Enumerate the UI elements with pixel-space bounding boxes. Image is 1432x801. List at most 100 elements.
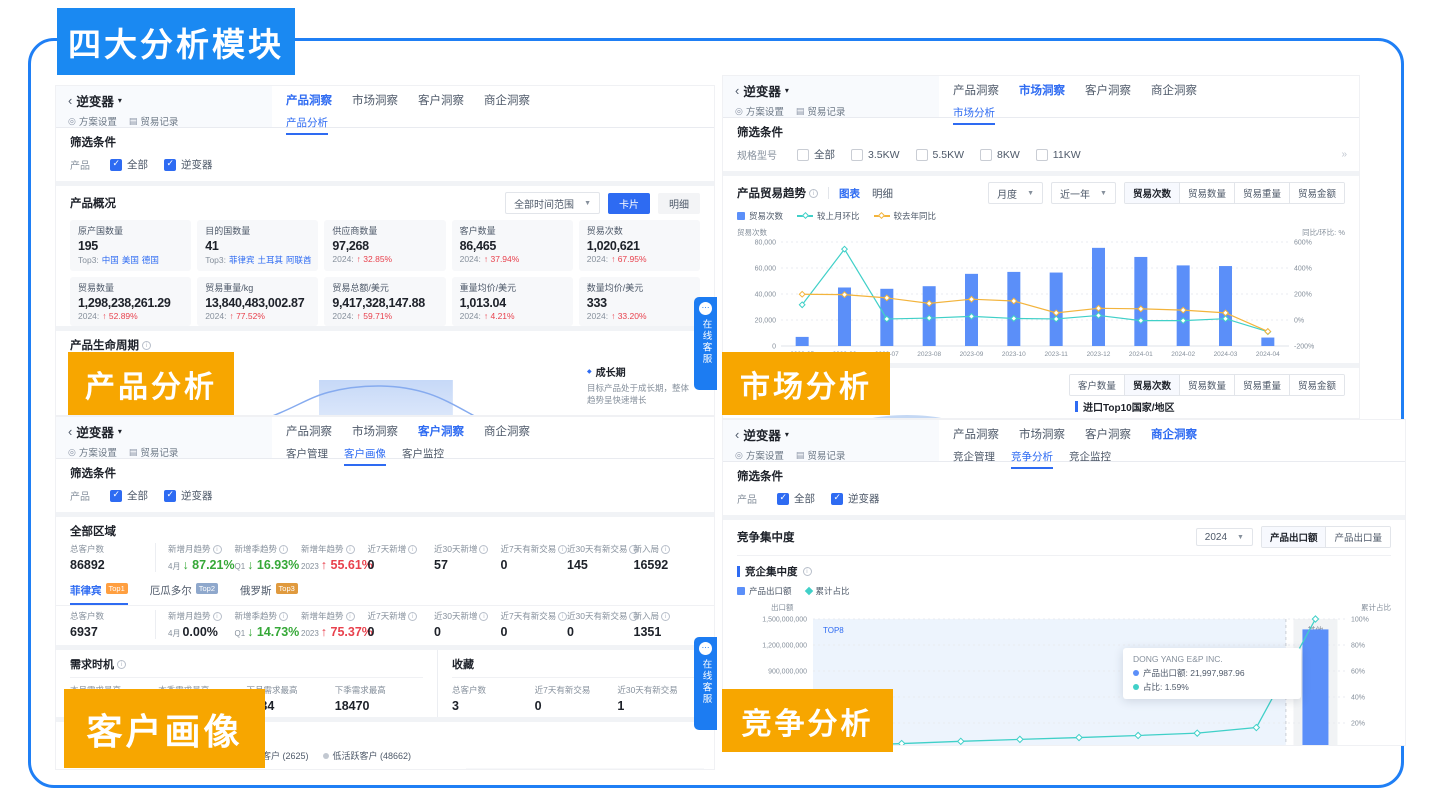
legend-item-累计占比[interactable]: 累计占比 [804, 585, 850, 597]
time-range-select[interactable]: 全部时间范围 ▼ [505, 192, 600, 214]
range-select[interactable]: 近一年 ▼ [1051, 182, 1116, 204]
tab-商企洞察[interactable]: 商企洞察 [484, 95, 530, 107]
menu-scheme-settings[interactable]: ◎ 方案设置 [735, 105, 784, 119]
view-detail-button[interactable]: 明细 [658, 192, 700, 214]
menu-scheme-settings[interactable]: ◎ 方案设置 [68, 446, 117, 460]
tab-客户洞察[interactable]: 客户洞察 [418, 426, 464, 438]
top3-link[interactable]: 阿联酋 [286, 255, 312, 265]
checkbox-11KW[interactable]: 11KW [1035, 148, 1081, 161]
menu-trade-records[interactable]: ▤ 贸易记录 [128, 446, 179, 460]
tab-市场洞察[interactable]: 市场洞察 [1019, 429, 1065, 441]
banner-title: 四大分析模块 [57, 8, 295, 75]
back-chevron-icon[interactable]: ‹ [735, 83, 740, 98]
legend-item-较去年同比[interactable]: 较去年同比 [873, 210, 936, 222]
country-tab-厄瓜多尔[interactable]: 厄瓜多尔 Top2 [150, 583, 219, 605]
checkbox-3.5KW[interactable]: 3.5KW [851, 148, 900, 161]
tab-市场洞察[interactable]: 市场洞察 [352, 95, 398, 107]
view-card-button[interactable]: 卡片 [608, 192, 650, 214]
checkbox-8KW[interactable]: 8KW [980, 148, 1020, 161]
lifecycle-stage-card[interactable]: ◆ 成长期 目标产品处于成长期，整体趋势呈快速增长 [578, 357, 700, 414]
tab-市场洞察[interactable]: 市场洞察 [1019, 85, 1065, 97]
tab-商企洞察[interactable]: 商企洞察 [484, 426, 530, 438]
menu-scheme-settings[interactable]: ◎ 方案设置 [735, 449, 784, 463]
tab-产品洞察[interactable]: 产品洞察 [286, 95, 332, 107]
top3-link[interactable]: 菲律宾 [228, 255, 255, 265]
top3-link[interactable]: 中国 [101, 255, 119, 265]
legend-item-较上月环比[interactable]: 较上月环比 [797, 210, 860, 222]
top3-link[interactable]: 德国 [141, 255, 159, 265]
menu-scheme-settings[interactable]: ◎ 方案设置 [68, 115, 117, 129]
subtab-产品分析[interactable]: 产品分析 [286, 115, 328, 135]
checkbox-逆变器[interactable]: 逆变器 [164, 488, 213, 503]
svg-text:TOP8: TOP8 [823, 626, 844, 635]
dropdown-caret-icon[interactable]: ▾ [117, 96, 122, 105]
dropdown-caret-icon[interactable]: ▾ [784, 86, 789, 95]
checkbox-box [110, 158, 122, 171]
stat-新增年趋势: 新增年趋势 i 2023 ↑ 75.37% [301, 611, 373, 639]
tab-产品洞察[interactable]: 产品洞察 [953, 85, 999, 97]
year-select[interactable]: 2024 ▼ [1195, 528, 1253, 546]
period-select[interactable]: 月度 ▼ [988, 182, 1043, 204]
legend-item-产品出口额[interactable]: 产品出口额 [737, 585, 792, 597]
tab-产品洞察[interactable]: 产品洞察 [953, 429, 999, 441]
tab-商企洞察[interactable]: 商企洞察 [1151, 429, 1197, 441]
breadcrumb[interactable]: ‹ 逆变器 ▾ [735, 83, 789, 99]
checkbox-逆变器[interactable]: 逆变器 [164, 157, 213, 172]
metric-button-贸易次数[interactable]: 贸易次数 [1123, 375, 1179, 395]
metric-button-贸易数量[interactable]: 贸易数量 [1178, 375, 1234, 395]
subtab-竞企管理[interactable]: 竞企管理 [953, 451, 995, 463]
metric-button-贸易数量[interactable]: 贸易数量 [1178, 183, 1234, 203]
tab-客户洞察[interactable]: 客户洞察 [1085, 85, 1131, 97]
subtab-竞争分析[interactable]: 竞争分析 [1011, 449, 1053, 469]
section-divider [56, 326, 714, 331]
top3-link[interactable]: 美国 [121, 255, 139, 265]
expand-icon[interactable]: » [1341, 149, 1347, 160]
metric-button-贸易次数[interactable]: 贸易次数 [1124, 183, 1179, 203]
legend-item-贸易次数[interactable]: 贸易次数 [737, 210, 783, 222]
top3-link[interactable]: 土耳其 [257, 255, 284, 265]
metric-button-贸易重量[interactable]: 贸易重量 [1233, 183, 1289, 203]
online-service-button[interactable]: ⋯ 在线客服 [694, 637, 717, 730]
dropdown-caret-icon[interactable]: ▾ [784, 430, 789, 439]
checkbox-全部[interactable]: 全部 [110, 157, 148, 172]
metric-button-贸易重量[interactable]: 贸易重量 [1233, 375, 1289, 395]
subtab-市场分析[interactable]: 市场分析 [953, 105, 995, 125]
metric-button-产品出口额[interactable]: 产品出口额 [1261, 527, 1326, 547]
breadcrumb[interactable]: ‹ 逆变器 ▾ [68, 93, 122, 109]
tab-客户洞察[interactable]: 客户洞察 [1085, 429, 1131, 441]
back-chevron-icon[interactable]: ‹ [68, 93, 73, 108]
legend-item-低活跃客户[interactable]: 低活跃客户 (48662) [322, 749, 411, 762]
metric-button-贸易金额[interactable]: 贸易金额 [1288, 183, 1344, 203]
metric-button-客户数量[interactable]: 客户数量 [1069, 375, 1124, 395]
checkbox-逆变器[interactable]: 逆变器 [831, 491, 880, 506]
checkbox-5.5KW[interactable]: 5.5KW [915, 148, 964, 161]
online-service-button[interactable]: ⋯ 在线客服 [694, 297, 717, 390]
left-axis-title: 出口额 [771, 603, 794, 612]
trend-view-chart-tab[interactable]: 图表 [839, 187, 860, 200]
subtab-客户管理[interactable]: 客户管理 [286, 448, 328, 460]
panel-header-market: ‹ 逆变器 ▾ ◎ 方案设置 ▤ 贸易记录 产品洞察 市场洞察 客户洞察 商企洞察市场分析 [723, 76, 1359, 125]
breadcrumb[interactable]: ‹ 逆变器 ▾ [68, 424, 122, 440]
checkbox-全部[interactable]: 全部 [110, 488, 148, 503]
subtab-竞企监控[interactable]: 竞企监控 [1069, 451, 1111, 463]
breadcrumb[interactable]: ‹ 逆变器 ▾ [735, 427, 789, 443]
tab-客户洞察[interactable]: 客户洞察 [418, 95, 464, 107]
menu-trade-records[interactable]: ▤ 贸易记录 [795, 449, 846, 463]
country-tab-俄罗斯[interactable]: 俄罗斯 Top3 [240, 583, 298, 605]
dropdown-caret-icon[interactable]: ▾ [117, 427, 122, 436]
metric-button-贸易金额[interactable]: 贸易金额 [1288, 375, 1344, 395]
menu-trade-records[interactable]: ▤ 贸易记录 [795, 105, 846, 119]
subtab-客户监控[interactable]: 客户监控 [402, 448, 444, 460]
menu-trade-records[interactable]: ▤ 贸易记录 [128, 115, 179, 129]
metric-button-产品出口量[interactable]: 产品出口量 [1325, 527, 1390, 547]
back-chevron-icon[interactable]: ‹ [68, 424, 73, 439]
checkbox-全部[interactable]: 全部 [797, 147, 835, 162]
tab-商企洞察[interactable]: 商企洞察 [1151, 85, 1197, 97]
subtab-客户画像[interactable]: 客户画像 [344, 446, 386, 466]
back-chevron-icon[interactable]: ‹ [735, 427, 740, 442]
country-tab-菲律宾[interactable]: 菲律宾 Top1 [70, 583, 128, 605]
checkbox-全部[interactable]: 全部 [777, 491, 815, 506]
tab-市场洞察[interactable]: 市场洞察 [352, 426, 398, 438]
tab-产品洞察[interactable]: 产品洞察 [286, 426, 332, 438]
trend-view-detail-tab[interactable]: 明细 [872, 187, 893, 200]
